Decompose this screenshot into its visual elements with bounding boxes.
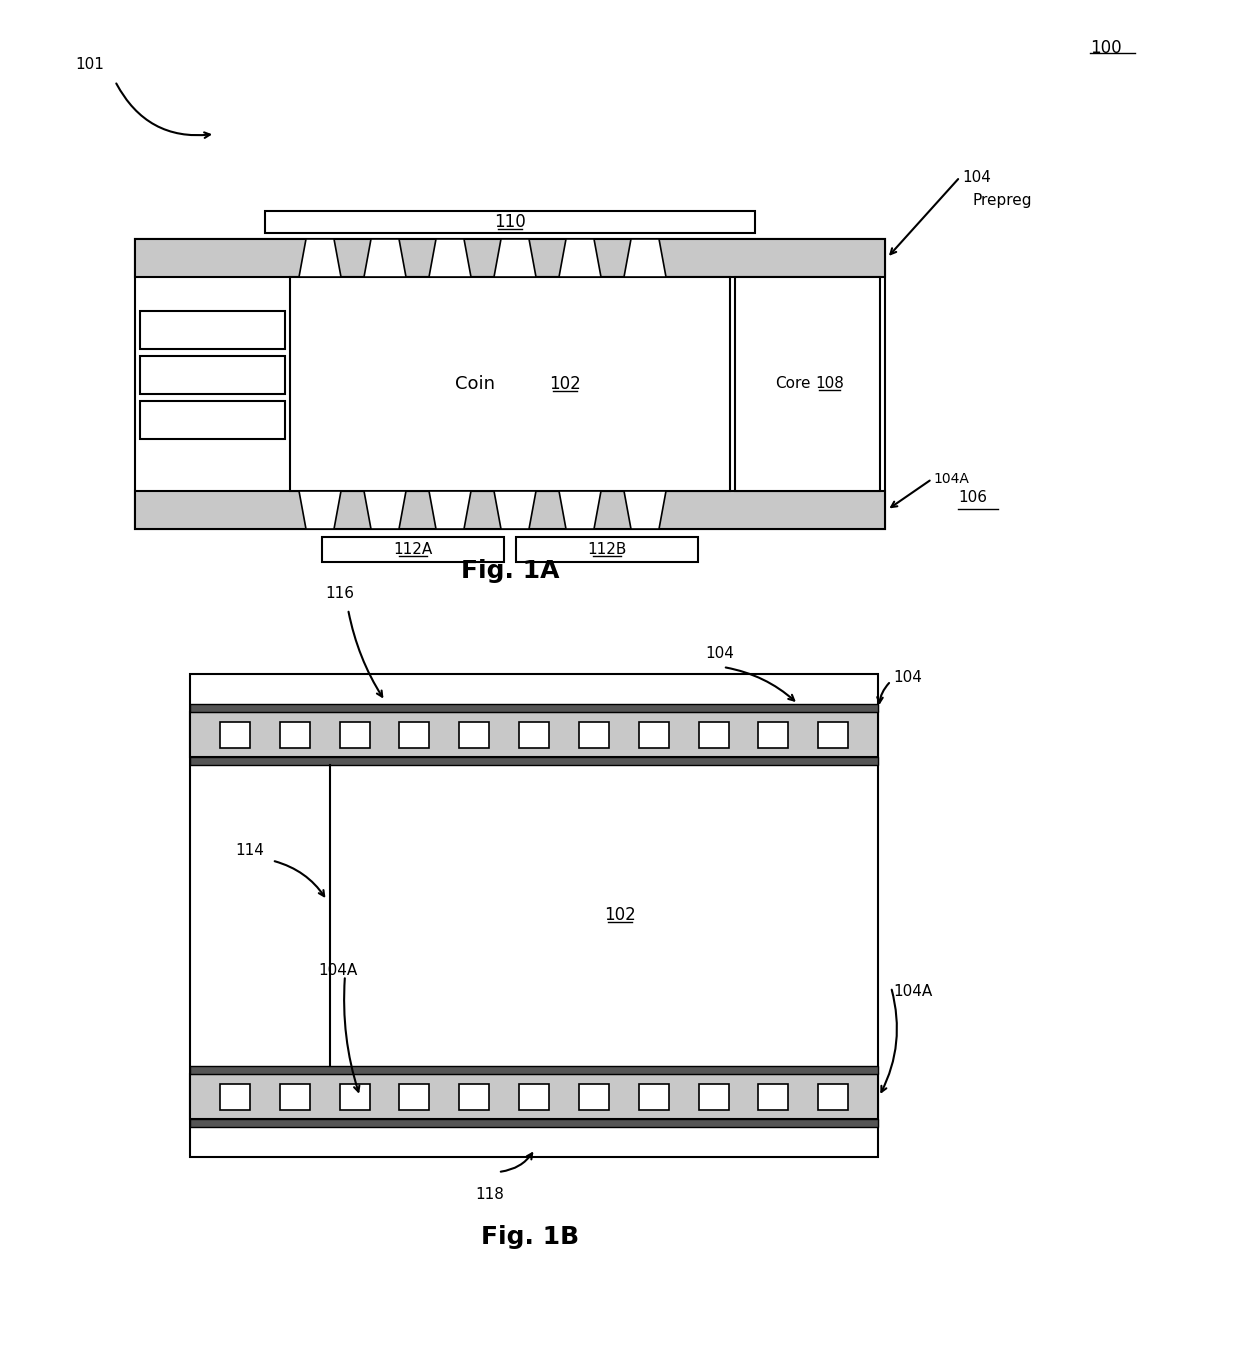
Bar [579, 1083, 609, 1109]
Bar [219, 1083, 249, 1109]
Bar [818, 1083, 848, 1109]
Bar [340, 1083, 370, 1109]
Bar [759, 722, 789, 747]
Bar [639, 1083, 668, 1109]
Text: 100: 100 [1090, 39, 1122, 57]
Text: Fig. 1B: Fig. 1B [481, 1225, 579, 1249]
Text: 114: 114 [236, 843, 264, 858]
Bar [135, 491, 885, 529]
Text: 104: 104 [962, 170, 991, 185]
Bar [190, 1120, 878, 1126]
Polygon shape [559, 491, 601, 529]
Polygon shape [624, 491, 666, 529]
Bar [219, 722, 249, 747]
Text: 106: 106 [959, 490, 987, 505]
Bar [399, 722, 429, 747]
Polygon shape [494, 239, 536, 277]
Text: 101: 101 [74, 57, 104, 71]
Text: 118: 118 [476, 1187, 505, 1202]
Bar [759, 1083, 789, 1109]
Bar [459, 1083, 489, 1109]
Polygon shape [299, 491, 341, 529]
Bar [322, 537, 503, 563]
Text: 110: 110 [494, 213, 526, 231]
Text: 104A: 104A [317, 963, 357, 978]
Bar [140, 401, 285, 438]
Text: 104A: 104A [893, 983, 932, 998]
Text: Core: Core [775, 376, 810, 391]
Polygon shape [365, 491, 405, 529]
Bar [516, 537, 698, 563]
Bar [459, 722, 489, 747]
Bar [340, 722, 370, 747]
Bar [520, 1083, 549, 1109]
Bar [698, 1083, 729, 1109]
Bar [818, 722, 848, 747]
Polygon shape [559, 239, 601, 277]
Text: 116: 116 [325, 585, 355, 602]
Polygon shape [494, 491, 536, 529]
Bar [265, 210, 755, 233]
Text: Prepreg: Prepreg [972, 193, 1032, 209]
Text: 112A: 112A [393, 542, 433, 557]
Bar [639, 722, 668, 747]
Bar [135, 239, 885, 277]
Bar [190, 704, 878, 712]
Text: 102: 102 [549, 375, 580, 393]
Text: 108: 108 [815, 376, 844, 391]
Text: 104A: 104A [932, 472, 968, 486]
Bar [520, 722, 549, 747]
Polygon shape [299, 239, 341, 277]
Polygon shape [429, 239, 471, 277]
Bar [190, 1074, 878, 1120]
Bar [735, 277, 880, 491]
Bar [190, 757, 878, 765]
Bar [140, 356, 285, 394]
Bar [280, 722, 310, 747]
Text: 104: 104 [893, 669, 921, 684]
Text: 102: 102 [604, 907, 636, 924]
Bar [698, 722, 729, 747]
Bar [140, 312, 285, 349]
Bar [190, 712, 878, 757]
Bar [290, 277, 730, 491]
Bar [135, 239, 885, 529]
Text: 112B: 112B [588, 542, 626, 557]
Bar [190, 674, 878, 1157]
Polygon shape [429, 491, 471, 529]
Bar [399, 1083, 429, 1109]
Polygon shape [624, 239, 666, 277]
Text: 104: 104 [706, 646, 734, 661]
Text: Fig. 1A: Fig. 1A [461, 558, 559, 583]
Polygon shape [365, 239, 405, 277]
Bar [280, 1083, 310, 1109]
Bar [579, 722, 609, 747]
Bar [190, 1066, 878, 1074]
Text: Coin: Coin [455, 375, 495, 393]
